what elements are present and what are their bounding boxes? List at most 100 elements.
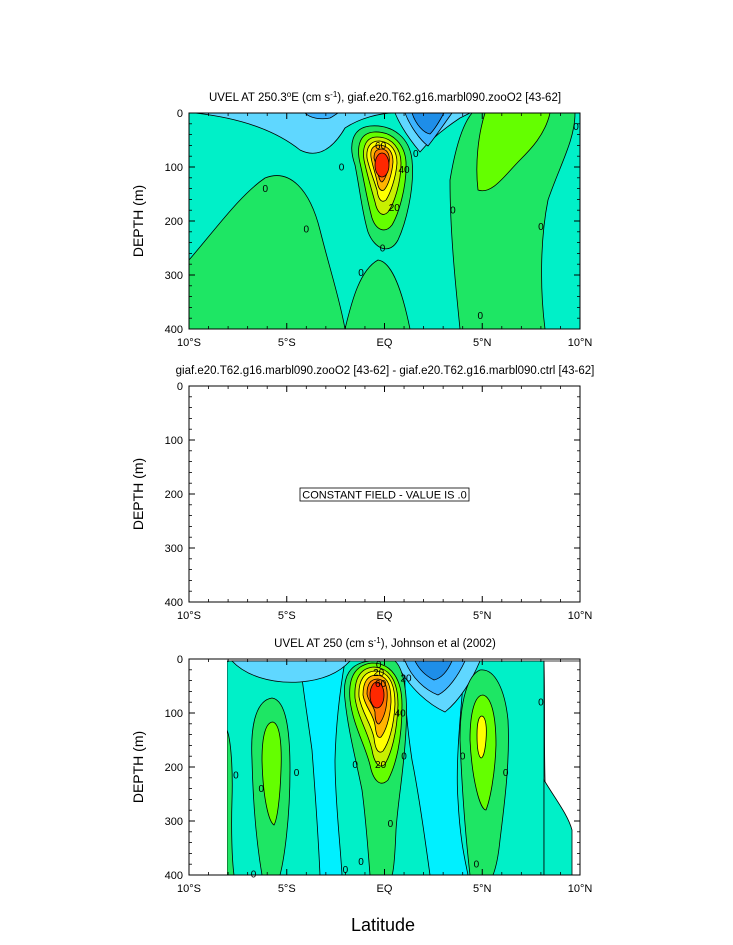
contour-label: 0: [380, 244, 386, 255]
y-tick-label: 0: [177, 108, 183, 120]
contour-label: 20: [389, 203, 401, 214]
p3-yellow-right: [476, 715, 487, 759]
panel-1-field: [189, 113, 580, 329]
x-tick-label: EQ: [377, 337, 393, 349]
panel-2-ticks: 10°S 5°S EQ 5°N 10°N 0 100 200 300 400: [165, 381, 593, 622]
contour-label: 0: [538, 222, 544, 233]
y-tick-label: 100: [165, 435, 183, 447]
contour-label: 0: [233, 771, 239, 782]
panel-2: giaf.e20.T62.g16.marbl090.zooO2 [43-62] …: [130, 365, 594, 622]
panel-3-title-pre: UVEL AT 250 (cm s: [274, 638, 374, 650]
panel-3-ylabel: DEPTH (m): [130, 731, 146, 803]
x-tick-label: 5°N: [473, 883, 492, 895]
p3-brightgreen-left1: [261, 721, 282, 826]
p1-top-blue-left: [304, 113, 339, 120]
panel-3: UVEL AT 250 (cm s-1), Johnson et al (200…: [130, 636, 592, 935]
panel-1-title-post: ), giaf.e20.T62.g16.marbl090.zooO2 [43-6…: [337, 92, 561, 104]
p1-jet-core: [374, 152, 390, 178]
contour-label: 40: [398, 165, 410, 176]
x-tick-label: 10°S: [177, 610, 201, 622]
x-tick-label: 10°N: [568, 883, 593, 895]
x-tick-label: EQ: [377, 883, 393, 895]
panel-2-ylabel: DEPTH (m): [130, 458, 146, 530]
x-tick-label: 5°N: [473, 610, 492, 622]
y-tick-label: 200: [165, 489, 183, 501]
contour-label: 20: [375, 760, 387, 771]
contour-label: 60: [375, 141, 387, 152]
contour-label: 0: [503, 768, 509, 779]
y-tick-label: 0: [177, 654, 183, 666]
panel-1: UVEL AT 250.3oE (cm s-1), giaf.e20.T62.g…: [130, 90, 592, 349]
p1-band-blue: [194, 113, 396, 154]
x-tick-label: 5°S: [278, 883, 296, 895]
x-tick-label: 5°N: [473, 337, 492, 349]
panel-3-field: [189, 659, 580, 875]
contour-label: 0: [376, 660, 382, 671]
p3-jet-core: [369, 681, 385, 709]
contour-label: 0: [474, 860, 480, 871]
contour-label: 0: [413, 149, 419, 160]
contour-label: 0: [262, 184, 268, 195]
contour-label: 0: [388, 819, 394, 830]
contour-label: 0: [343, 865, 349, 876]
p3-aqua-edge: [543, 778, 573, 875]
contour-label: 0: [573, 122, 579, 133]
panel-2-title: giaf.e20.T62.g16.marbl090.zooO2 [43-62] …: [176, 365, 595, 377]
contour-label: 20: [373, 668, 385, 679]
x-tick-label: EQ: [377, 610, 393, 622]
contour-label: 60: [375, 679, 387, 690]
y-tick-label: 400: [165, 870, 183, 882]
x-axis-label: Latitude: [351, 915, 415, 935]
p3-cyan-mid: [404, 660, 469, 875]
x-tick-label: 10°N: [568, 610, 593, 622]
panel-3-title-sup: -1: [374, 636, 382, 645]
contour-label: 0: [358, 857, 364, 868]
x-tick-label: 10°S: [177, 337, 201, 349]
p1-green-left: [189, 175, 346, 329]
panel-3-title-post: ), Johnson et al (2002): [381, 638, 496, 650]
panel-1-contour-labels: 60 40 20 0 0 0 0 0 0 0 0 0 0: [262, 122, 579, 322]
p3-green-left0: [226, 729, 235, 875]
x-tick-label: 10°N: [568, 337, 593, 349]
contour-label: 0: [478, 311, 484, 322]
contour-label: 0: [401, 752, 407, 763]
x-tick-label: 5°S: [278, 610, 296, 622]
contour-label: 0: [460, 752, 466, 763]
contour-label: 0: [259, 784, 265, 795]
y-tick-label: 300: [165, 270, 183, 282]
y-tick-label: 100: [165, 708, 183, 720]
p3-lightblue-top: [231, 660, 351, 683]
contour-label: 0: [358, 268, 364, 279]
p3-deepblue-core: [414, 660, 453, 681]
panel-3-title: UVEL AT 250 (cm s-1), Johnson et al (200…: [274, 636, 496, 650]
contour-label: 0: [251, 869, 257, 880]
contour-label: 0: [304, 225, 310, 236]
contour-label: 0: [294, 768, 300, 779]
y-tick-label: 300: [165, 816, 183, 828]
contour-label: 0: [538, 698, 544, 709]
contour-label: 0: [352, 760, 358, 771]
panel-1-ylabel: DEPTH (m): [130, 185, 146, 257]
panel-1-title-mid: E (cm s: [291, 92, 330, 104]
x-tick-label: 10°S: [177, 883, 201, 895]
p1-brightgreen-right: [476, 113, 551, 192]
y-tick-label: 200: [165, 762, 183, 774]
y-tick-label: 0: [177, 381, 183, 393]
panel-1-title-deg: o: [287, 90, 292, 99]
panel-2-annotation-box: [299, 487, 470, 502]
contour-label: 0: [339, 163, 345, 174]
y-tick-label: 400: [165, 597, 183, 609]
y-tick-label: 200: [165, 216, 183, 228]
contour-label: 20: [400, 673, 412, 684]
contour-label: 40: [395, 709, 407, 720]
y-tick-label: 400: [165, 324, 183, 336]
p3-cyan-left: [299, 660, 346, 875]
contour-label: 0: [450, 206, 456, 217]
y-tick-label: 300: [165, 543, 183, 555]
panel-2-annotation: CONSTANT FIELD - VALUE IS .0: [302, 490, 466, 502]
p1-green-bottom: [344, 259, 411, 329]
